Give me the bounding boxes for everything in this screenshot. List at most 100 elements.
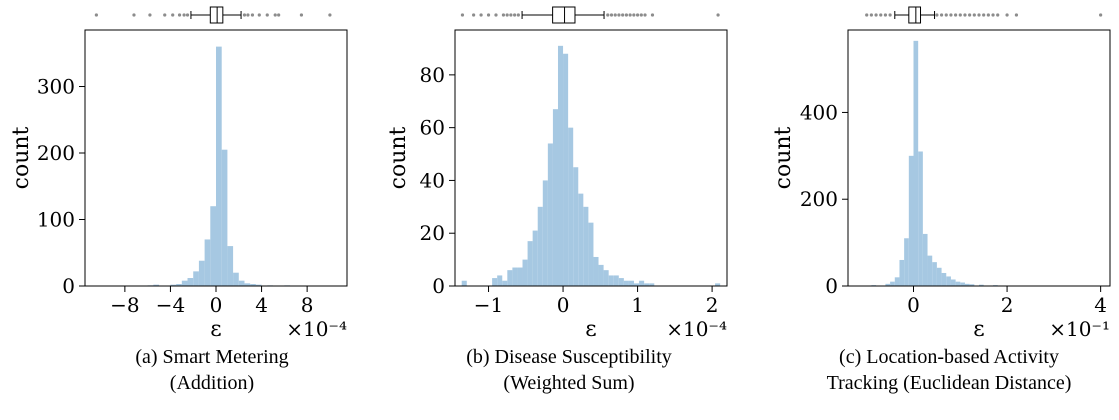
caption-c-line1: (c) Location-based Activity: [839, 346, 1059, 368]
x-tick-label: −8: [110, 293, 139, 317]
histogram-bar: [552, 109, 558, 287]
histogram-bar: [894, 277, 900, 286]
boxplot-outlier: [163, 13, 167, 17]
y-axis-label: count: [771, 126, 796, 189]
histogram-bar: [960, 282, 965, 286]
x-tick-label: 0: [557, 293, 570, 317]
histogram-bar: [204, 239, 211, 286]
histogram-bar: [936, 267, 942, 286]
boxplot-outlier: [460, 13, 465, 17]
y-tick-label: 0: [62, 274, 75, 298]
histogram-bar: [950, 279, 956, 286]
histogram-bar: [890, 281, 895, 286]
histogram-bar: [187, 278, 194, 286]
y-tick-label: 60: [420, 116, 445, 140]
histogram-bar: [608, 275, 614, 286]
boxplot-outlier: [606, 13, 610, 17]
histogram-bar: [927, 255, 933, 286]
histogram-bar: [634, 283, 640, 286]
x-tick-label: 8: [301, 293, 314, 317]
boxplot-outlier: [963, 13, 967, 17]
boxplot-outlier: [883, 13, 888, 17]
boxplot-outlier: [650, 13, 655, 17]
x-tick-label: −1: [474, 293, 503, 317]
caption-a: (a) Smart Metering (Addition): [47, 344, 377, 396]
y-tick-label: 80: [420, 63, 445, 87]
boxplot-outlier: [879, 13, 883, 17]
histogram-bar: [979, 284, 984, 286]
boxplot-outlier: [939, 13, 944, 17]
boxplot-outlier: [250, 13, 255, 17]
boxplot-outlier: [494, 13, 498, 17]
histogram-bar: [885, 283, 891, 286]
histogram-bar: [238, 280, 245, 286]
boxplot-outlier: [505, 13, 509, 17]
boxplot-outlier: [273, 13, 277, 17]
histogram-bar: [964, 283, 970, 286]
x-tick-label: 2: [706, 293, 719, 317]
histogram-bar: [946, 276, 951, 286]
panel-a: −8 −4 0 4 8 0 100 200 300 ε ×10⁻⁴ count: [9, 6, 348, 342]
histogram-bar: [715, 283, 721, 286]
histogram-bar: [492, 278, 498, 286]
histogram-bar: [583, 206, 589, 286]
histogram-bar: [233, 272, 239, 286]
x-tick-label: 0: [210, 293, 223, 317]
panel-c: 0 2 4 0 200 400 ε ×10⁻¹ count: [771, 6, 1111, 342]
histogram-bar: [198, 260, 205, 286]
histogram-bar: [507, 270, 513, 286]
x-multiplier-label: ×10⁻¹: [1049, 317, 1110, 341]
axes-frame: [454, 29, 728, 287]
histogram-bar: [649, 283, 655, 286]
y-tick-label: 400: [800, 100, 838, 124]
caption-c-line2: Tracking (Euclidean Distance): [826, 372, 1072, 394]
histogram-bar: [588, 222, 594, 286]
boxplot-outlier: [277, 13, 281, 17]
boxplot-outlier: [1099, 13, 1103, 17]
boxplot-outlier: [265, 13, 269, 17]
boxplot-box: [552, 6, 576, 24]
boxplot-outlier: [632, 13, 636, 17]
histogram-bar: [904, 238, 909, 286]
histogram-bar: [578, 193, 584, 286]
histogram-bar: [557, 45, 564, 287]
boxplot-outlier: [177, 13, 182, 17]
boxplot-outlier: [716, 13, 720, 17]
histogram-bar: [922, 233, 928, 286]
boxplot-outlier: [94, 13, 98, 17]
boxplot-outlier: [479, 13, 483, 17]
boxplot-outlier: [624, 13, 629, 17]
y-tick-label: 0: [825, 274, 838, 298]
x-multiplier-label: ×10⁻⁴: [666, 317, 727, 341]
axes-frame: [847, 29, 1111, 287]
histogram-bar: [250, 284, 256, 286]
histogram-bar: [497, 275, 503, 286]
histogram-bar: [227, 246, 234, 286]
histogram-bar: [941, 272, 947, 286]
y-axis-label: count: [9, 126, 34, 189]
boxplot-outlier: [996, 13, 1000, 17]
histogram-bar: [244, 283, 251, 286]
y-tick-label: 20: [420, 221, 445, 245]
x-tick-label: 1: [631, 293, 644, 317]
boxplot-outlier: [246, 13, 250, 17]
boxplot-outlier: [869, 13, 873, 17]
y-tick-label: 100: [37, 208, 75, 232]
boxplot-outlier: [472, 13, 476, 17]
histogram-bar: [955, 281, 961, 286]
histogram-bar: [913, 40, 919, 286]
boxplot-outlier: [299, 13, 304, 17]
caption-b-line1: (b) Disease Susceptibility: [466, 346, 672, 368]
histogram-bar: [502, 280, 508, 286]
boxplot-outlier: [501, 13, 506, 17]
boxplot-box: [908, 6, 922, 24]
boxplot-outlier: [949, 13, 953, 17]
histogram-bar: [532, 230, 538, 286]
boxplot-outlier: [509, 13, 513, 17]
histogram-bar: [193, 271, 199, 286]
histogram-bar: [527, 241, 533, 286]
boxplot-outlier: [257, 13, 261, 17]
histogram-bar: [932, 262, 937, 286]
